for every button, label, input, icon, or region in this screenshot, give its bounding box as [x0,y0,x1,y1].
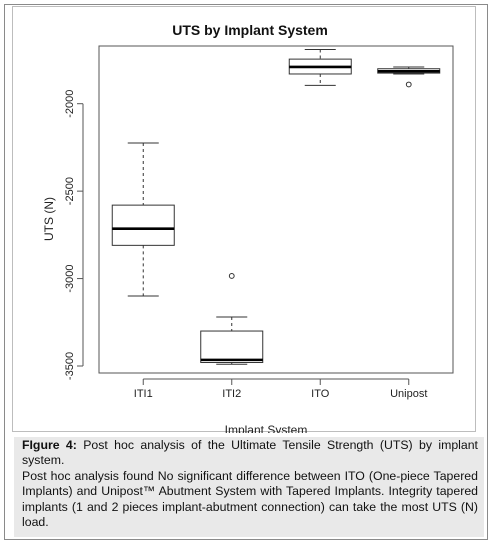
chart-area: UTS by Implant System -2000 -2500 -3000 -35… [12,6,476,433]
caption-title-line: FIgure 4: Post hoc analysis of the Ultim… [22,438,478,469]
box-ito [288,48,352,86]
y-tick-label: -2500 [64,177,76,205]
figure-label: FIgure 4: [22,438,77,452]
x-tick-label: ITO [311,388,330,400]
plot-frame [98,45,454,374]
box-iqr [111,204,175,246]
box-iti1 [111,142,175,297]
y-tick-label: -3500 [64,352,76,380]
x-axis-label: Implant System [225,423,308,433]
box-unipost [377,66,441,88]
x-tick-label: Unipost [390,388,427,400]
figure-title: Post hoc analysis of the Ultimate Tensil… [22,438,478,468]
caption-background [14,437,484,537]
outlier-point [228,273,235,279]
figure-caption: FIgure 4: Post hoc analysis of the Ultim… [22,438,478,530]
y-tick-label: -2000 [64,90,76,118]
outlier-point [405,81,412,88]
box-iqr [200,330,264,364]
boxplot-chart: UTS by Implant System -2000 -2500 -3000 -35… [42,22,454,433]
x-tick-label: ITI2 [222,388,241,400]
x-tick-label: ITI1 [134,388,153,400]
x-axis: ITI1 ITI2 ITO Unipost [134,378,427,400]
y-axis: -2000 -2500 -3000 -3500 [64,90,84,380]
y-tick-label: -3000 [64,265,76,293]
box-iti2 [200,273,264,365]
boxes-group [111,48,441,365]
chart-title: UTS by Implant System [172,22,328,38]
y-axis-label: UTS (N) [42,197,56,241]
caption-body: Post hoc analysis found No significant d… [22,468,478,530]
